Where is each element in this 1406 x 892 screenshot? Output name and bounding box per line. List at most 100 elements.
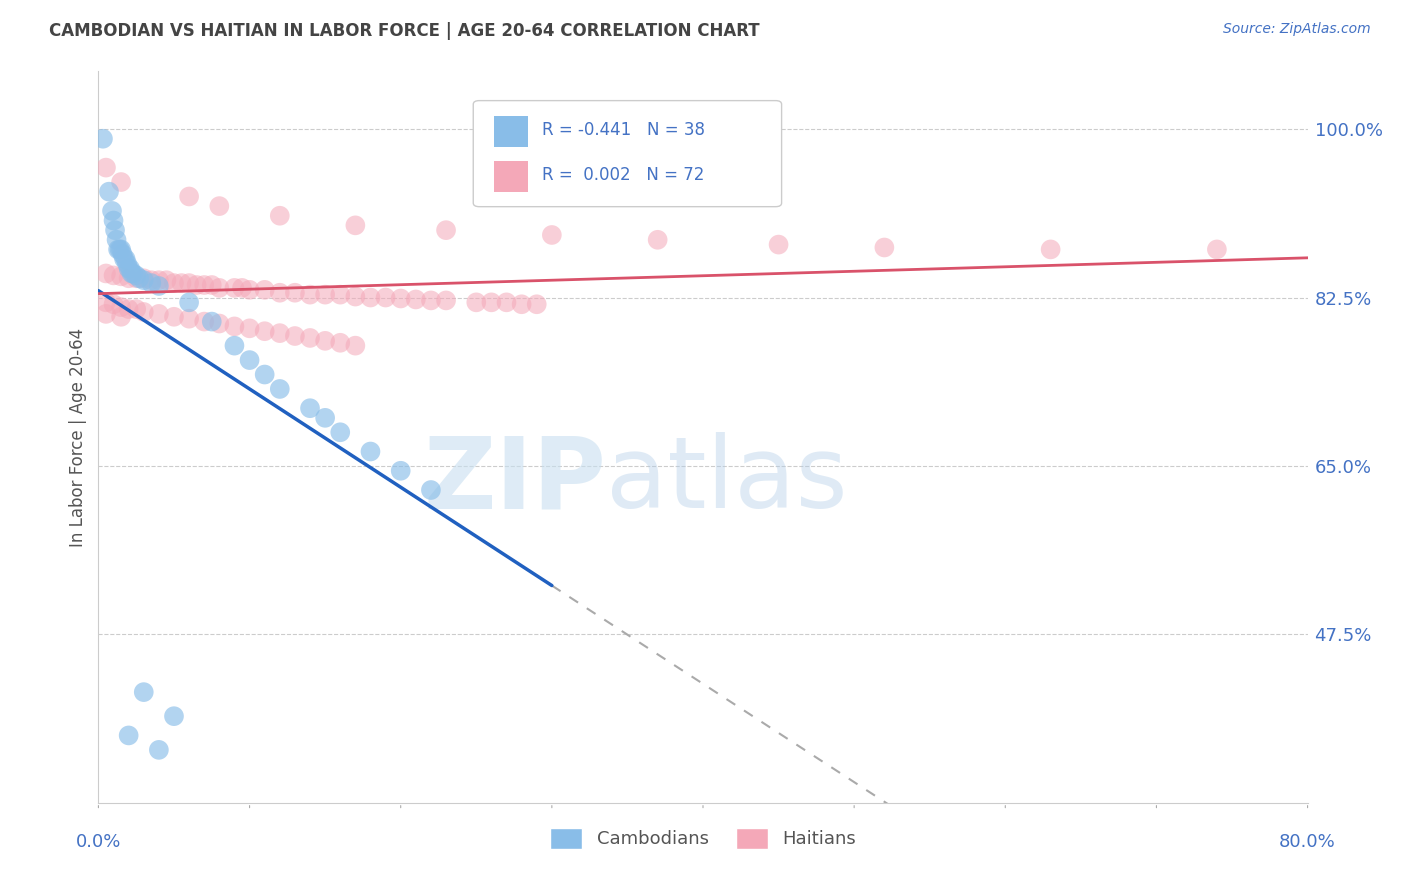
Point — [239, 321, 262, 335]
Point — [125, 268, 148, 283]
Point — [239, 353, 262, 368]
Text: R = -0.441   N = 38: R = -0.441 N = 38 — [543, 121, 706, 139]
Point — [231, 281, 253, 295]
Point — [118, 261, 141, 276]
Point — [201, 315, 224, 329]
Point — [208, 317, 231, 331]
Point — [314, 334, 336, 348]
Point — [141, 276, 163, 290]
Point — [193, 315, 215, 329]
Point — [647, 233, 669, 247]
Point — [163, 276, 186, 290]
Point — [360, 291, 382, 305]
Point — [108, 243, 131, 257]
Point — [98, 185, 121, 199]
Point — [873, 240, 896, 254]
Point — [329, 335, 352, 350]
Point — [405, 293, 427, 307]
Point — [118, 271, 141, 285]
Point — [314, 410, 336, 425]
FancyBboxPatch shape — [494, 161, 527, 192]
Point — [314, 287, 336, 301]
Point — [121, 267, 143, 281]
Point — [1206, 243, 1229, 257]
Point — [105, 233, 128, 247]
Point — [434, 223, 457, 237]
Y-axis label: In Labor Force | Age 20-64: In Labor Force | Age 20-64 — [69, 327, 87, 547]
Point — [170, 276, 193, 290]
Point — [434, 293, 457, 308]
Point — [148, 743, 170, 757]
Point — [389, 292, 412, 306]
Point — [110, 300, 132, 314]
Point — [148, 279, 170, 293]
Point — [465, 295, 488, 310]
Point — [224, 338, 246, 352]
Point — [148, 273, 170, 287]
Point — [141, 273, 163, 287]
Point — [132, 273, 155, 287]
Point — [179, 295, 201, 310]
Point — [299, 331, 322, 345]
Point — [253, 324, 276, 338]
Point — [163, 709, 186, 723]
Point — [344, 289, 367, 303]
Point — [112, 252, 135, 266]
Point — [94, 295, 117, 310]
Point — [107, 243, 129, 257]
Point — [103, 268, 125, 283]
Point — [329, 287, 352, 301]
Legend: Cambodians, Haitians: Cambodians, Haitians — [543, 821, 863, 856]
Point — [110, 175, 132, 189]
Point — [94, 161, 117, 175]
Point — [163, 310, 186, 324]
Point — [420, 483, 443, 497]
Point — [360, 444, 382, 458]
Point — [125, 271, 148, 285]
Point — [94, 267, 117, 281]
Point — [122, 267, 145, 281]
Text: 0.0%: 0.0% — [76, 833, 121, 851]
Point — [253, 368, 276, 382]
Point — [94, 307, 117, 321]
Point — [179, 311, 201, 326]
Text: R =  0.002   N = 72: R = 0.002 N = 72 — [543, 166, 704, 185]
Point — [253, 283, 276, 297]
Point — [103, 213, 125, 227]
Point — [299, 401, 322, 416]
Point — [110, 269, 132, 284]
Point — [132, 685, 155, 699]
Text: 80.0%: 80.0% — [1279, 833, 1336, 851]
Point — [495, 295, 517, 310]
Point — [420, 293, 443, 308]
Point — [239, 283, 262, 297]
Point — [269, 285, 291, 300]
Point — [110, 243, 132, 257]
Point — [186, 278, 208, 293]
Text: atlas: atlas — [606, 433, 848, 530]
Point — [224, 281, 246, 295]
Point — [481, 295, 503, 310]
Point — [224, 319, 246, 334]
Point — [111, 247, 134, 261]
Text: ZIP: ZIP — [423, 433, 606, 530]
Point — [768, 237, 790, 252]
Point — [118, 728, 141, 742]
Point — [540, 227, 562, 242]
Point — [120, 261, 142, 276]
Point — [526, 297, 548, 311]
Point — [208, 199, 231, 213]
Point — [103, 297, 125, 311]
Point — [284, 329, 307, 343]
Point — [269, 209, 291, 223]
Point — [115, 257, 138, 271]
FancyBboxPatch shape — [474, 101, 782, 207]
Point — [344, 338, 367, 352]
Point — [389, 464, 412, 478]
Point — [104, 223, 127, 237]
Point — [114, 252, 136, 266]
Point — [128, 271, 150, 285]
Point — [125, 301, 148, 317]
FancyBboxPatch shape — [494, 116, 527, 146]
Point — [132, 271, 155, 285]
